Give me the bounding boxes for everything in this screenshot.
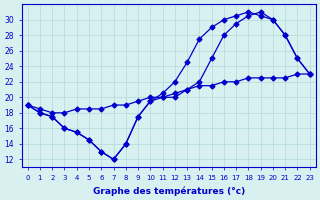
- X-axis label: Graphe des températures (°c): Graphe des températures (°c): [92, 186, 245, 196]
